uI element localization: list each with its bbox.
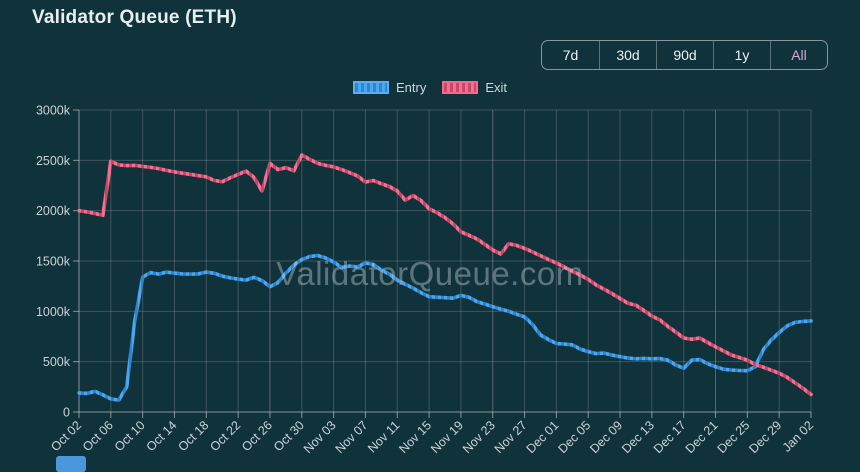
x-tick-label: Dec 21 [683,418,721,456]
y-tick-label: 1000k [36,305,71,319]
x-tick-label: Dec 25 [715,418,753,456]
chart-legend: Entry Exit [0,80,860,95]
x-tick-label: Oct 10 [112,418,148,454]
x-tick-label: Dec 05 [555,418,593,456]
x-tick-label: Dec 09 [587,418,625,456]
legend-item-exit[interactable]: Exit [442,80,507,95]
x-tick-label: Oct 26 [239,418,275,454]
y-tick-label: 2500k [36,154,71,168]
x-tick-label: Nov 19 [428,418,466,456]
x-tick-label: Dec 29 [746,418,784,456]
x-tick-label: Dec 01 [524,418,562,456]
timeframe-button-7d[interactable]: 7d [542,41,599,69]
legend-label-exit: Exit [485,80,507,95]
x-tick-label: Dec 13 [619,418,657,456]
bottom-left-blue-fragment [56,456,86,472]
series-line-entry[interactable] [77,253,813,402]
x-tick-label: Nov 03 [301,418,339,456]
timeframe-button-group: 7d 30d 90d 1y All [541,40,828,70]
x-tick-label: Oct 18 [175,418,211,454]
timeframe-button-30d[interactable]: 30d [599,41,656,69]
y-tick-label: 1500k [36,255,71,269]
y-tick-label: 0 [63,406,70,420]
legend-item-entry[interactable]: Entry [352,80,427,95]
x-tick-label: Oct 02 [48,418,84,454]
y-tick-label: 500k [43,355,71,369]
legend-label-entry: Entry [395,80,427,95]
series-line-exit[interactable] [77,153,813,397]
x-tick-label: Oct 22 [207,418,243,454]
x-tick-label: Jan 02 [780,418,816,454]
x-tick-label: Nov 07 [333,418,371,456]
x-tick-label: Oct 06 [80,418,116,454]
x-tick-label: Nov 23 [460,418,498,456]
x-tick-label: Nov 15 [396,418,434,456]
timeframe-button-all[interactable]: All [770,41,827,69]
page-title: Validator Queue (ETH) [32,7,237,28]
exit-swatch-icon [442,81,479,94]
x-tick-label: Nov 11 [365,418,402,455]
y-tick-label: 2000k [36,204,71,218]
x-tick-label: Dec 17 [651,418,689,456]
timeframe-button-1y[interactable]: 1y [713,41,770,69]
entry-swatch-icon [352,81,389,94]
x-tick-label: Oct 14 [144,418,180,454]
x-tick-label: Oct 30 [271,418,307,454]
y-tick-label: 3000k [36,104,71,118]
timeframe-button-90d[interactable]: 90d [656,41,713,69]
x-tick-label: Nov 27 [492,418,530,456]
